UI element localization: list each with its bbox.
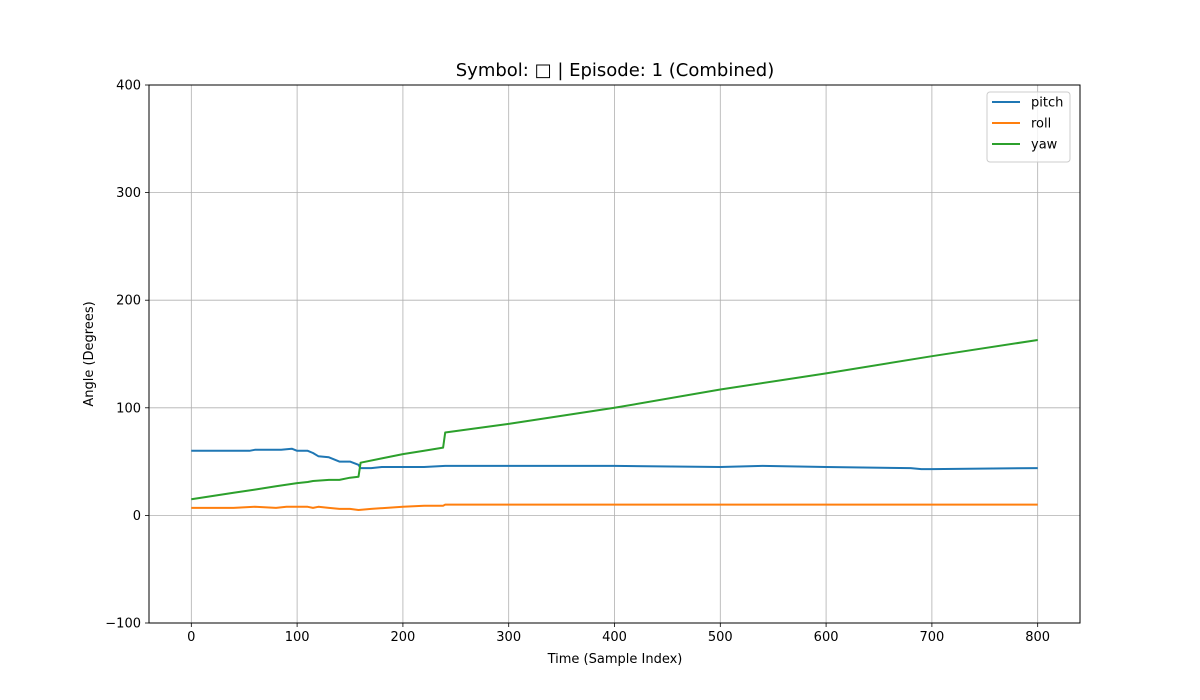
x-tick-label: 500 [708,630,733,645]
y-tick-label: 300 [116,186,141,201]
y-axis-label: Angle (Degrees) [82,301,97,406]
y-tick-label: 400 [116,79,141,94]
legend-label-roll: roll [1031,117,1051,132]
x-tick-label: 300 [496,630,521,645]
legend-label-yaw: yaw [1031,138,1058,153]
legend-label-pitch: pitch [1031,96,1063,111]
y-tick-label: −100 [105,617,141,632]
y-tick-label: 0 [133,509,141,524]
x-tick-label: 600 [814,630,839,645]
chart-title: Symbol: □ | Episode: 1 (Combined) [456,60,775,81]
y-tick-label: 200 [116,294,141,309]
x-tick-label: 400 [602,630,627,645]
x-tick-label: 800 [1025,630,1050,645]
tick-layer: 0 100 200 300 400 500 600 700 800 −100 0 100 200 300 4… [105,79,1050,646]
series-line-yaw [191,339,1038,501]
y-tick-label: 100 [116,401,141,416]
x-tick-label: 0 [187,630,195,645]
series-layer [191,339,1038,511]
x-tick-label: 200 [390,630,415,645]
x-tick-label: 700 [919,630,944,645]
legend: pitch roll yaw [986,91,1071,163]
x-tick-label: 100 [285,630,310,645]
series-line-roll [191,503,1038,511]
series-line-pitch [191,447,1038,471]
x-axis-label: Time (Sample Index) [547,652,683,667]
